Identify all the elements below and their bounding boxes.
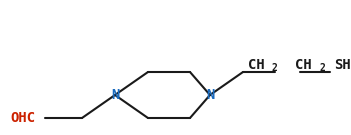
Text: 2: 2	[272, 63, 278, 73]
Text: 2: 2	[319, 63, 325, 73]
Text: SH: SH	[334, 58, 351, 72]
Text: N: N	[206, 88, 214, 102]
Text: CH: CH	[248, 58, 265, 72]
Text: N: N	[111, 88, 119, 102]
Text: CH: CH	[295, 58, 312, 72]
Text: OHC: OHC	[10, 111, 35, 125]
